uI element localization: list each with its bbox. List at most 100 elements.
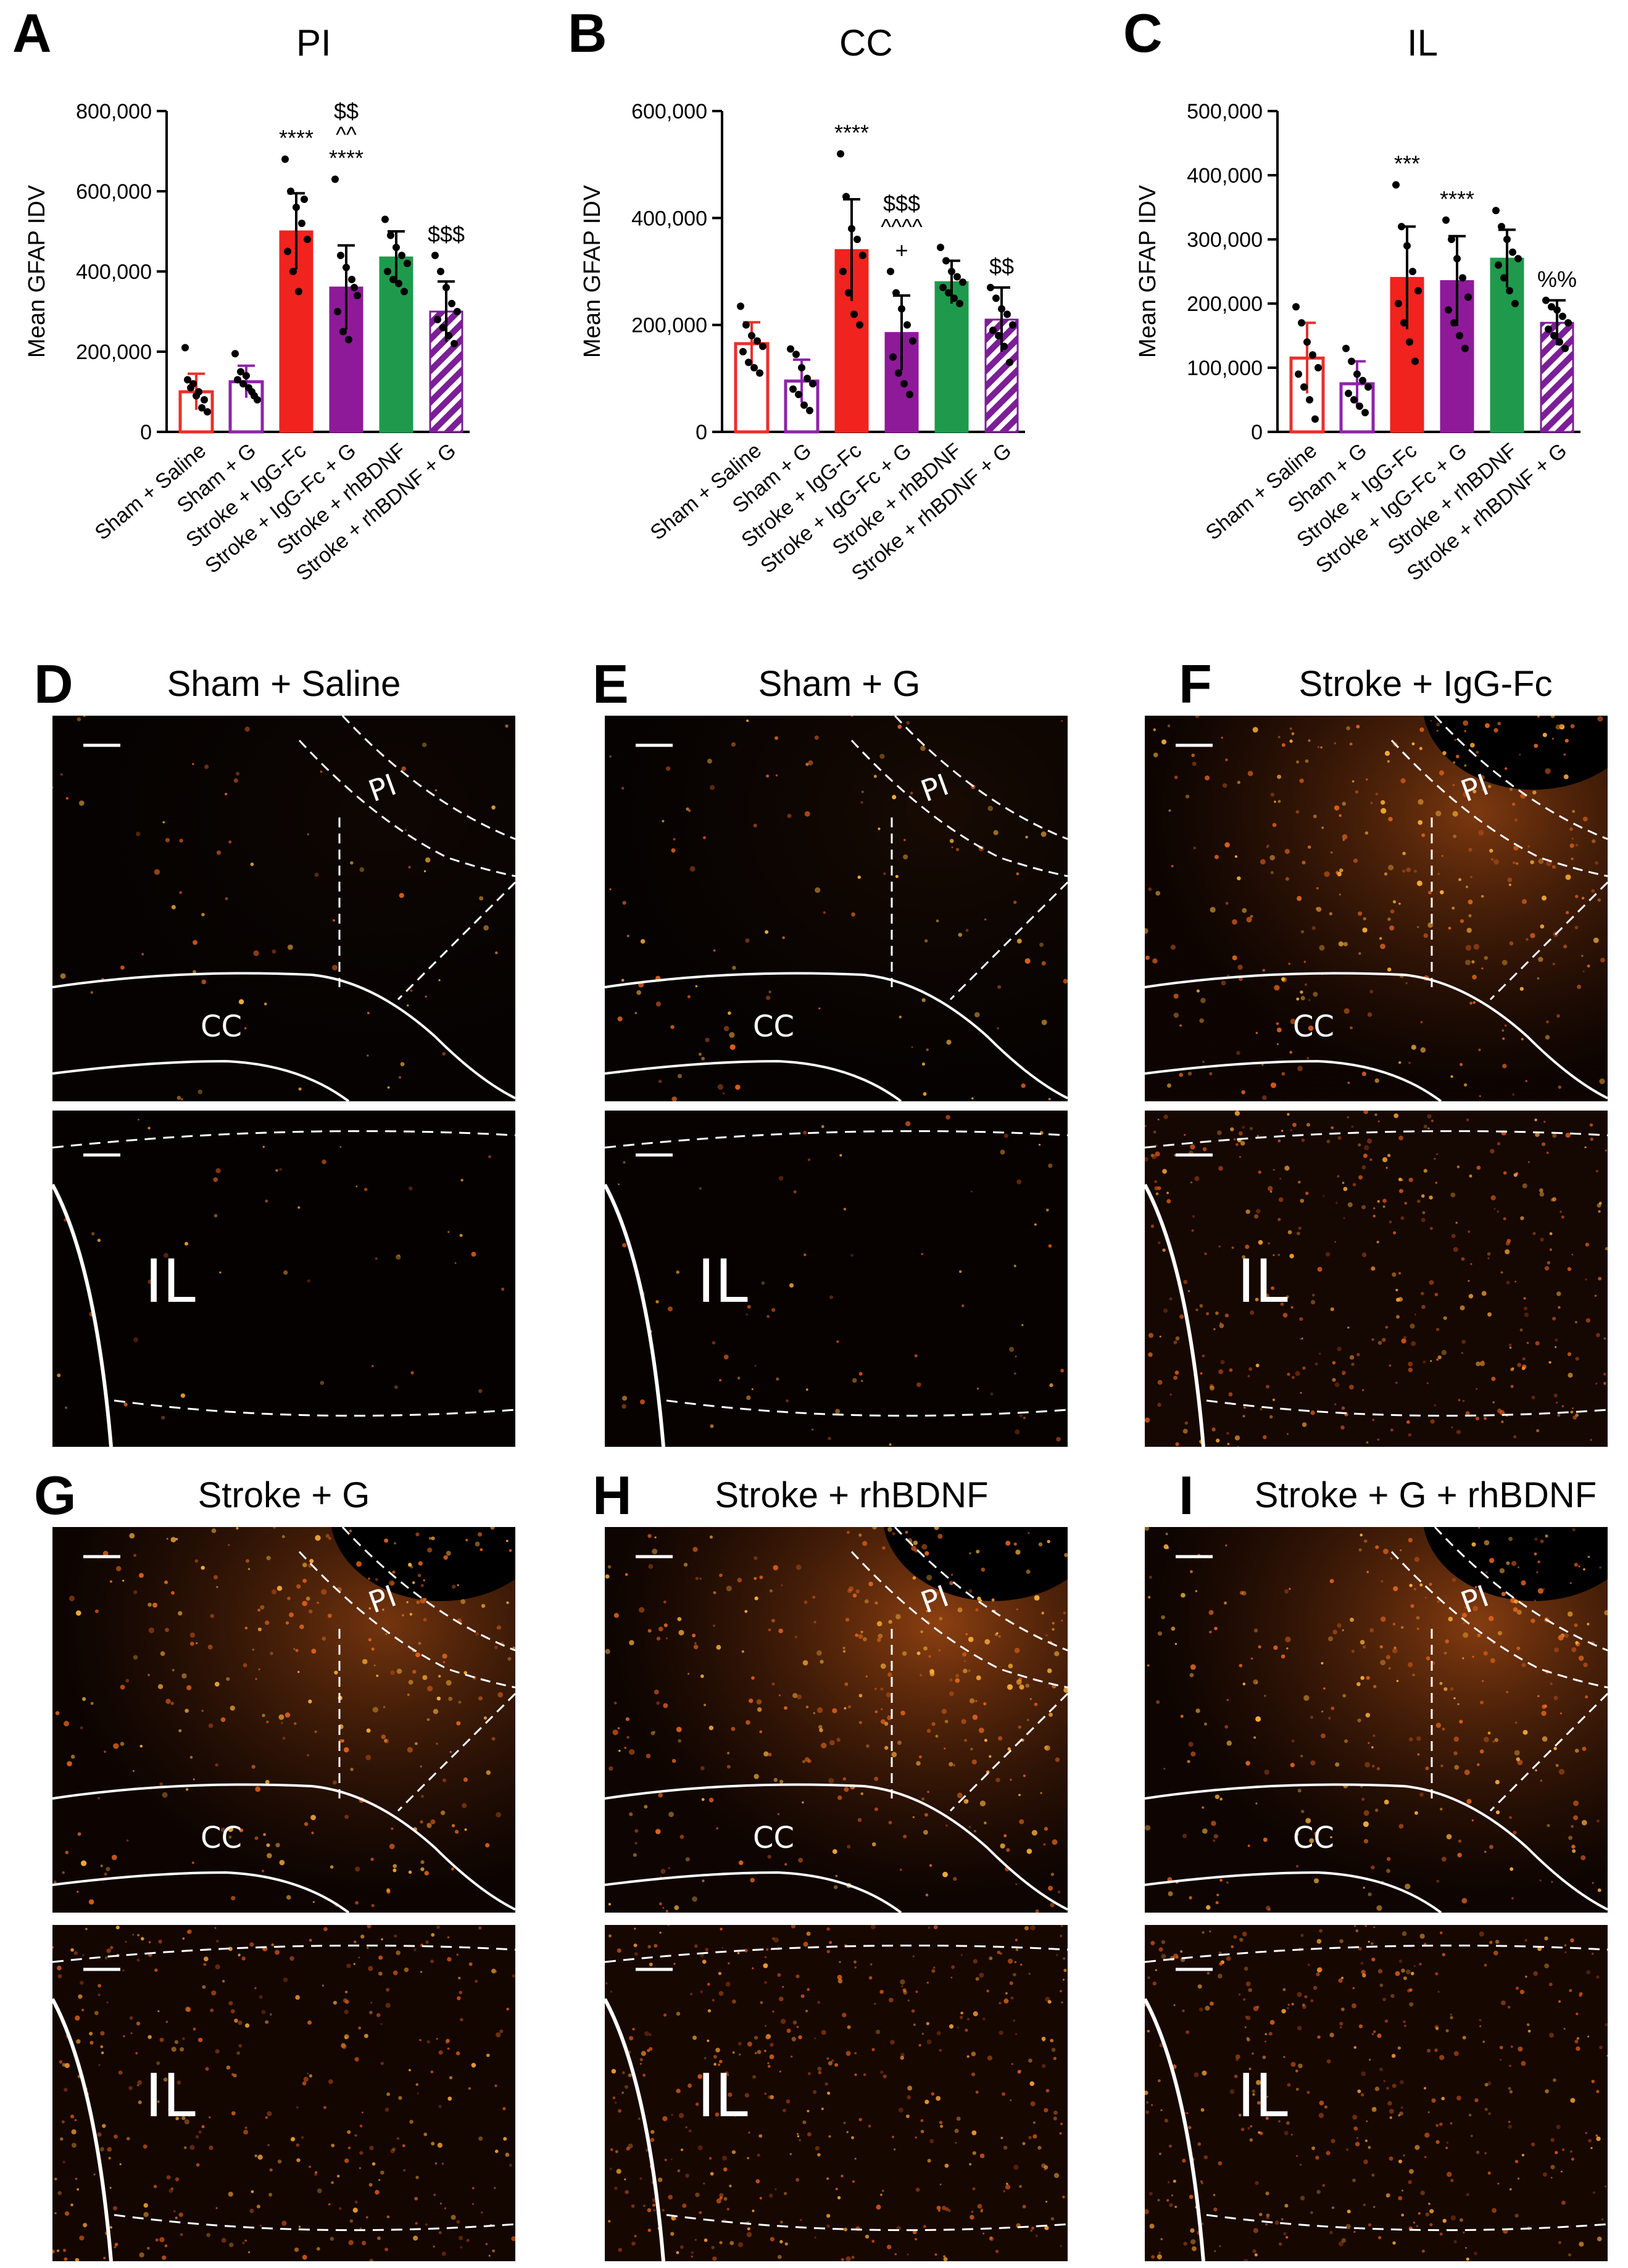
cc-boundary	[605, 1783, 1068, 1911]
chart-title-il: IL	[1407, 22, 1439, 64]
data-point	[892, 289, 900, 297]
data-point	[792, 350, 800, 358]
micrograph-title-g: Stroke + G	[197, 1475, 370, 1515]
il-boundary	[1206, 2214, 1608, 2232]
data-point	[348, 276, 355, 283]
il-boundary	[1145, 1130, 1608, 1149]
edge-boundary	[605, 1998, 665, 2261]
edge-boundary	[605, 1183, 665, 1447]
cc-boundary	[1145, 1783, 1608, 1911]
il-label: IL	[1237, 1247, 1288, 1316]
data-point	[1461, 344, 1469, 352]
panel-letter-b: B	[568, 2, 607, 64]
cc-boundary	[52, 1871, 350, 1913]
data-point	[859, 252, 866, 259]
data-point	[231, 350, 239, 358]
data-point	[750, 364, 758, 371]
data-point	[850, 310, 858, 318]
micrograph-title-h: Stroke + rhBDNF	[715, 1475, 989, 1515]
data-point	[298, 220, 305, 227]
significance-label: $$	[989, 254, 1014, 279]
pi-boundary	[949, 881, 1068, 1001]
cc-boundary	[1145, 972, 1608, 1099]
data-point	[1511, 300, 1519, 307]
pi-boundary	[1489, 881, 1608, 1001]
data-point	[800, 401, 808, 409]
data-point	[293, 204, 300, 211]
data-point	[1000, 342, 1008, 350]
data-point	[1009, 321, 1016, 329]
data-point	[1395, 300, 1402, 307]
significance-label: $$$	[428, 221, 465, 247]
micrograph-g-bottom: IL	[52, 1925, 515, 2261]
y-tick-label: 200,000	[631, 314, 707, 337]
il-label: IL	[1237, 2061, 1288, 2130]
data-point	[331, 175, 339, 183]
data-point	[898, 305, 905, 313]
y-tick-label: 0	[696, 421, 707, 444]
panel-letter-a: A	[12, 2, 52, 64]
micrograph-h-bottom: IL	[605, 1925, 1068, 2261]
data-point	[998, 305, 1005, 313]
data-point	[842, 192, 850, 201]
data-point	[1545, 325, 1552, 333]
data-point	[1498, 223, 1505, 231]
data-point	[1453, 255, 1461, 263]
cc-label: CC	[1293, 1821, 1334, 1855]
data-point	[354, 292, 361, 299]
cc-boundary	[52, 1783, 515, 1911]
data-point	[1445, 306, 1452, 314]
data-point	[1295, 370, 1302, 378]
data-point	[395, 279, 402, 288]
data-point	[343, 263, 350, 271]
data-point	[989, 326, 997, 334]
data-point	[351, 284, 358, 291]
data-point	[853, 236, 861, 243]
y-tick-label: 200,000	[76, 341, 152, 364]
data-point	[739, 348, 747, 355]
lesion-cavity	[331, 1527, 515, 1601]
data-point	[387, 231, 394, 239]
panel-letter-g: G	[34, 1465, 77, 1526]
micrograph-f-top: PI CC	[1145, 716, 1608, 1101]
data-point	[909, 337, 916, 345]
data-point	[304, 236, 311, 243]
data-point	[234, 376, 241, 384]
panel-letter-i: I	[1179, 1465, 1194, 1526]
data-point	[1492, 207, 1500, 215]
panel-letter-c: C	[1123, 2, 1163, 64]
data-point	[445, 332, 452, 339]
data-point	[900, 380, 908, 387]
pi-boundary	[397, 881, 515, 1001]
cc-boundary	[1145, 1059, 1442, 1101]
y-tick-label: 600,000	[76, 180, 152, 204]
panel-letter-e: E	[592, 653, 629, 714]
il-boundary	[605, 1130, 1068, 1149]
data-point	[795, 391, 802, 399]
data-point	[787, 345, 794, 353]
il-boundary	[666, 2214, 1068, 2232]
data-point	[950, 294, 958, 302]
data-point	[995, 332, 1002, 339]
data-point	[1509, 248, 1516, 256]
y-axis-label: Mean GFAP IDV	[579, 184, 605, 358]
data-point	[1306, 396, 1313, 404]
data-point	[184, 376, 191, 384]
data-point	[789, 385, 797, 393]
data-point	[1348, 357, 1355, 365]
data-point	[839, 268, 847, 275]
data-point	[1356, 402, 1363, 410]
il-label: IL	[145, 1247, 196, 1316]
data-point	[392, 244, 400, 251]
data-point	[804, 375, 811, 383]
data-point	[301, 196, 308, 203]
y-tick-label: 500,000	[1187, 100, 1263, 123]
data-point	[848, 225, 855, 233]
data-point	[845, 289, 852, 297]
significance-label: ^^	[336, 122, 357, 147]
micrograph-e-top: PI CC	[605, 716, 1068, 1101]
micrograph-g-top: PI CC	[52, 1527, 515, 1913]
data-point	[295, 288, 302, 296]
cc-boundary	[605, 972, 1068, 1099]
